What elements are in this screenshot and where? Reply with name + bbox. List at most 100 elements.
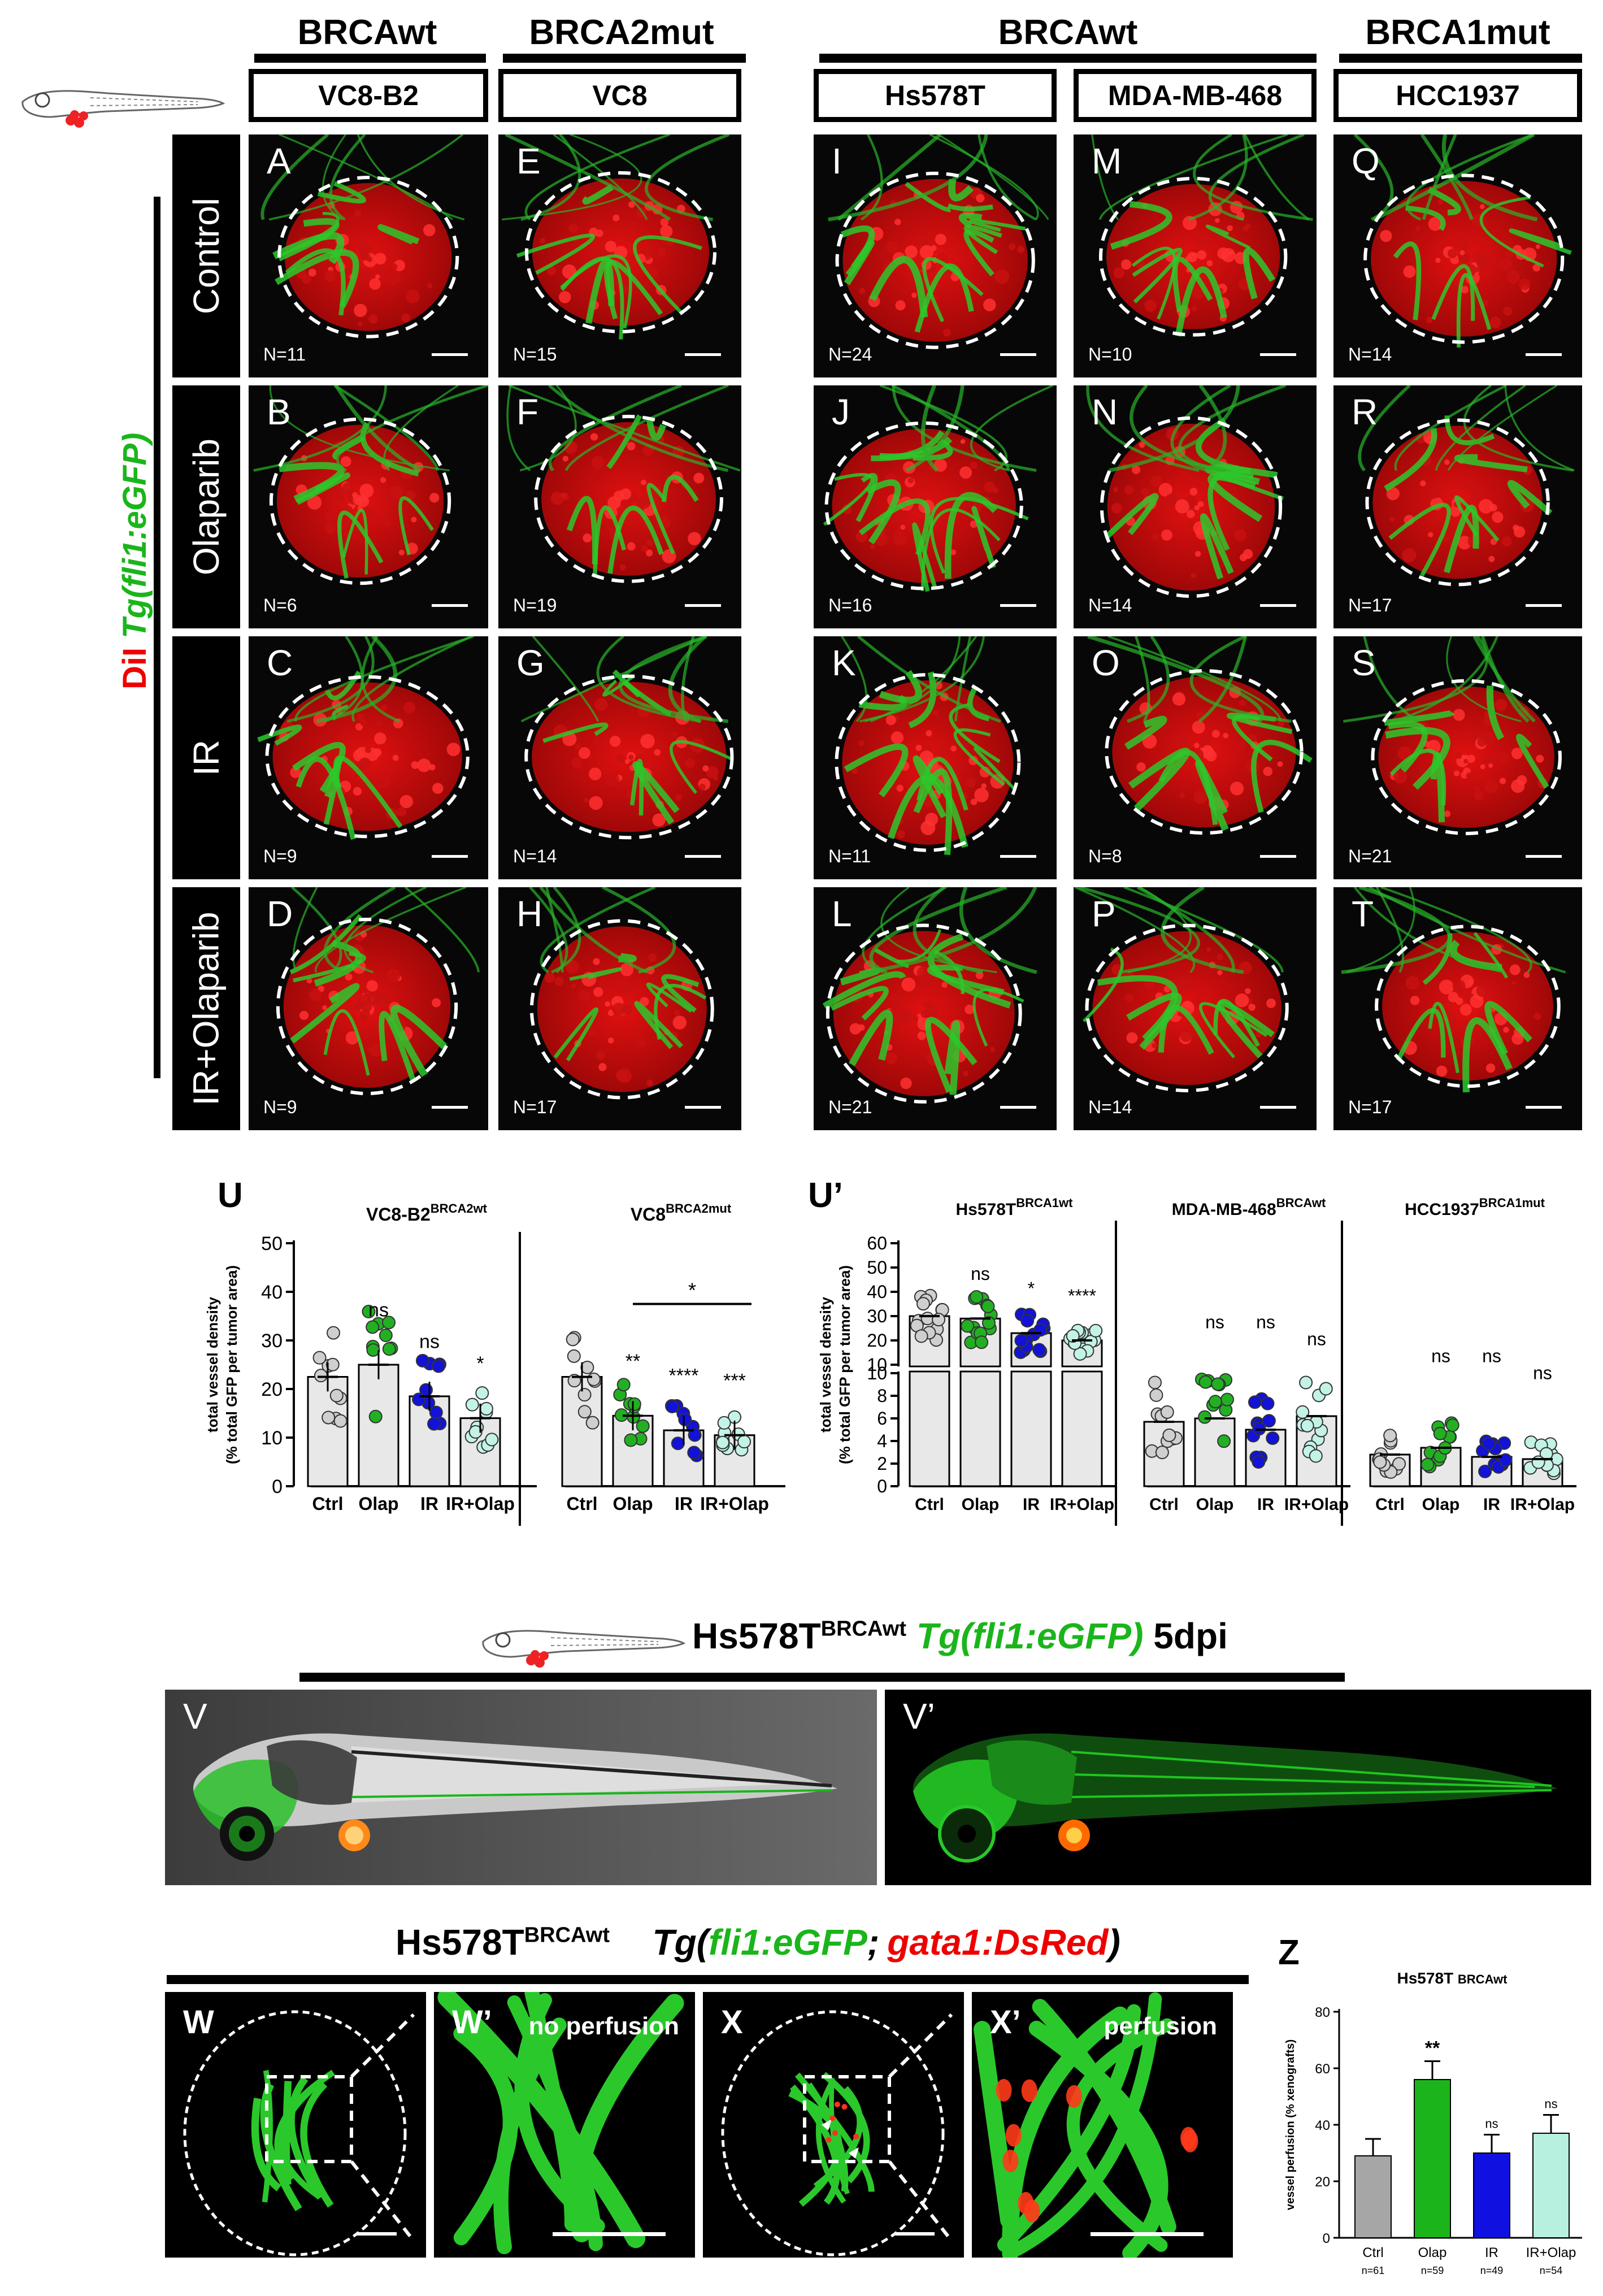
cell-line-box-mdamb468: MDA-MB-468 bbox=[1074, 69, 1317, 122]
image-panel-H: H N=17 bbox=[498, 887, 741, 1130]
panel-letter: Q bbox=[1352, 141, 1380, 181]
chart-u2-group-title: HCC1937BRCA1mut bbox=[1405, 1196, 1545, 1219]
chart-u2-ytick: 60 bbox=[867, 1233, 887, 1253]
chart-u-category: IR+Olap bbox=[700, 1494, 769, 1514]
chart-u2-ytick: 8 bbox=[877, 1386, 887, 1406]
panel-letter: B bbox=[267, 392, 291, 432]
chart-u-category: IR bbox=[420, 1494, 438, 1514]
chart-u-group-title: VC8BRCA2mut bbox=[631, 1201, 732, 1225]
image-panel-G: G N=14 bbox=[498, 636, 741, 879]
chart-u-sig: **** bbox=[669, 1365, 699, 1387]
panel-n-label: N=10 bbox=[1088, 344, 1132, 364]
image-panel-F: F N=19 bbox=[498, 385, 741, 628]
perfusion-panel-letter: X’ bbox=[990, 2004, 1021, 2041]
image-panel-I: I N=24 bbox=[814, 134, 1057, 377]
panel-n-label: N=15 bbox=[513, 344, 557, 364]
panel-n-label: N=6 bbox=[263, 595, 297, 615]
chart-u-ylabel: total vessel density (% total GFP per tum… bbox=[204, 1265, 240, 1464]
image-panel-O: O N=8 bbox=[1074, 636, 1317, 879]
cell-line-box-vc8: VC8 bbox=[498, 69, 741, 122]
perfusion-panel-3: X’ perfusion bbox=[972, 1992, 1233, 2258]
panel-letter-v2: V’ bbox=[903, 1696, 935, 1737]
chart-u2-sig: ns bbox=[971, 1264, 990, 1284]
panel-letter: T bbox=[1352, 893, 1374, 934]
chart-u2-ytick: 2 bbox=[877, 1453, 887, 1474]
panel-n-label: N=17 bbox=[513, 1097, 557, 1117]
chart-z: Hs578T BRCAwt vessel perfusion (% xenogra… bbox=[1284, 1969, 1582, 2276]
chart-u-category: IR bbox=[675, 1494, 693, 1514]
image-panel-R: R N=17 bbox=[1333, 385, 1582, 628]
chart-u2-category: Ctrl bbox=[915, 1495, 944, 1514]
scale-bar bbox=[1526, 604, 1562, 607]
panel-n-label: N=17 bbox=[1348, 1097, 1392, 1117]
perfusion-panel-1: W’ no perfusion bbox=[434, 1992, 695, 2258]
chart-u2-ytick: 10 bbox=[867, 1355, 887, 1375]
chart-u2-group-title: Hs578TBRCA1wt bbox=[956, 1196, 1074, 1219]
header-bar-1 bbox=[254, 54, 486, 63]
chart-u-ytick: 40 bbox=[261, 1282, 283, 1303]
chart-u-category: IR+Olap bbox=[446, 1494, 515, 1514]
chart-u2-ytick: 0 bbox=[877, 1476, 887, 1496]
cell-line-box-vc8b2: VC8-B2 bbox=[249, 69, 488, 122]
chart-u2-category: IR+Olap bbox=[1284, 1495, 1349, 1514]
chart-u-letter: U bbox=[218, 1176, 243, 1215]
chart-u2-category: Ctrl bbox=[1149, 1495, 1179, 1514]
chart-u-ytick: 50 bbox=[261, 1233, 283, 1255]
panel-n-label: N=19 bbox=[513, 595, 557, 615]
scale-bar bbox=[1000, 855, 1036, 858]
chart-u2-ytick: 50 bbox=[867, 1257, 887, 1278]
image-panel-J: J N=16 bbox=[814, 385, 1057, 628]
header-brcawt-right: BRCAwt bbox=[998, 13, 1138, 52]
chart-z-bar bbox=[1354, 2155, 1392, 2238]
perfusion-panel-letter: X bbox=[721, 2004, 743, 2041]
scale-bar bbox=[432, 1106, 468, 1109]
chart-u2-category: IR bbox=[1257, 1495, 1274, 1514]
header-brca2mut: BRCA2mut bbox=[529, 13, 714, 52]
chart-z-n-label: n=61 bbox=[1362, 2265, 1385, 2276]
image-panel-M: M N=10 bbox=[1074, 134, 1317, 377]
chart-u-sig: ** bbox=[625, 1351, 640, 1372]
chart-u-category: Ctrl bbox=[312, 1494, 343, 1514]
panel-n-label: N=14 bbox=[1088, 595, 1132, 615]
chart-z-sig: ns bbox=[1544, 2097, 1557, 2111]
side-bar bbox=[154, 197, 160, 1078]
chart-u-sig: ns bbox=[419, 1331, 440, 1353]
section-v-title: Hs578TBRCAwt Tg(fli1:eGFP) 5dpi bbox=[692, 1616, 1228, 1656]
chart-u-ytick: 0 bbox=[272, 1476, 283, 1498]
chart-z-bar bbox=[1532, 2133, 1570, 2238]
side-label-green: Tg(fli1:eGFP) bbox=[116, 432, 153, 639]
zebrafish-icon-v bbox=[482, 1630, 686, 1668]
chart-u2-category: Olap bbox=[1422, 1495, 1460, 1514]
chart-z-sig: ns bbox=[1485, 2117, 1498, 2131]
chart-u-group-title: VC8-B2BRCA2wt bbox=[366, 1201, 488, 1225]
chart-u2-sig: ns bbox=[1482, 1346, 1501, 1366]
chart-u2-sig: ns bbox=[1533, 1363, 1552, 1383]
panel-letter: S bbox=[1352, 643, 1376, 683]
panel-letter: E bbox=[516, 141, 541, 181]
chart-u-category: Ctrl bbox=[566, 1494, 597, 1514]
panel-letter: J bbox=[832, 392, 850, 432]
panel-n-label: N=21 bbox=[1348, 846, 1392, 866]
panel-letter: G bbox=[516, 643, 545, 683]
scale-bar bbox=[1526, 1106, 1562, 1109]
row-label-ir-olaparib: IR+Olaparib bbox=[172, 887, 240, 1130]
chart-u2-ytick: 30 bbox=[867, 1306, 887, 1326]
image-panel-T: T N=17 bbox=[1333, 887, 1582, 1130]
panel-letter: C bbox=[267, 643, 293, 683]
scale-bar bbox=[1000, 1106, 1036, 1109]
panel-n-label: N=16 bbox=[828, 595, 872, 615]
chart-z-bar bbox=[1414, 2079, 1451, 2238]
chart-u2-bar-lower bbox=[959, 1370, 1001, 1487]
panel-letter: K bbox=[832, 643, 856, 683]
chart-u2: total vessel density (% total GFP per tum… bbox=[817, 1196, 1576, 1526]
chart-u-ytick: 20 bbox=[261, 1379, 283, 1400]
scale-bar bbox=[685, 855, 721, 858]
image-panel-N: N N=14 bbox=[1074, 385, 1317, 628]
scale-bar bbox=[1000, 604, 1036, 607]
chart-z-n-label: n=54 bbox=[1540, 2265, 1563, 2276]
perfusion-caption: no perfusion bbox=[528, 2012, 679, 2040]
cell-line-box-hcc1937: HCC1937 bbox=[1333, 69, 1582, 122]
chart-u2-ytick: 40 bbox=[867, 1282, 887, 1302]
scale-bar bbox=[1526, 855, 1562, 858]
chart-u2-bar-lower bbox=[1010, 1370, 1052, 1487]
